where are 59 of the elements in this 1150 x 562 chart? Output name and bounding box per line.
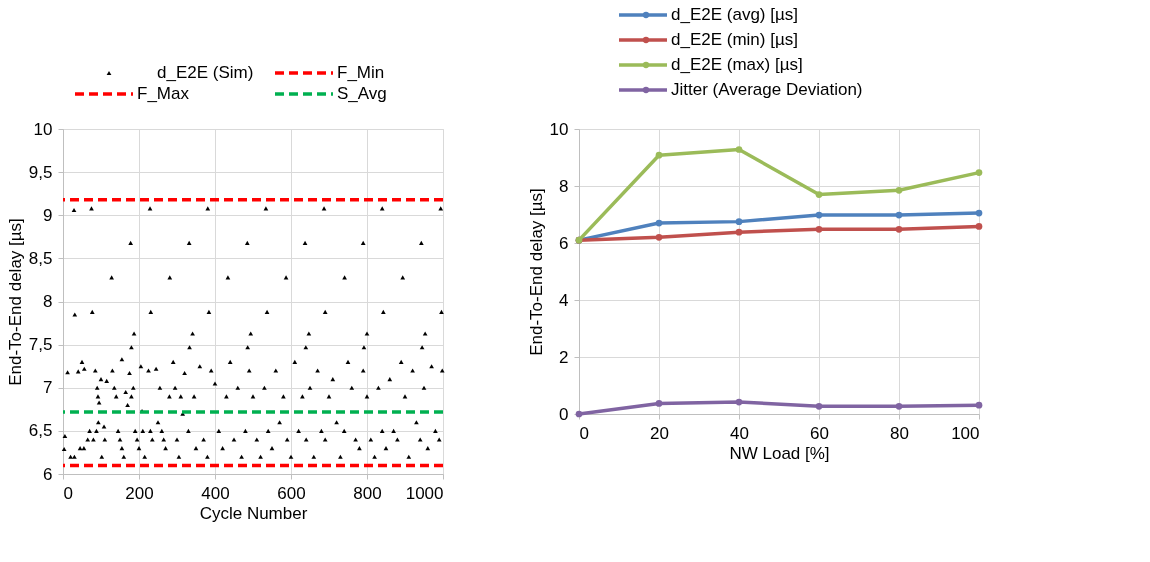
y-tick-label: 2 [559,347,569,367]
point [975,209,983,217]
y-tick-label: 4 [559,290,569,310]
y-tick-label: 9,5 [28,162,53,182]
legend-label: d_E2E (max) [µs] [671,55,803,74]
point [815,211,823,219]
x-axis-title: Cycle Number [199,503,308,523]
point [975,223,983,230]
point [735,218,743,225]
x-tick-label: 100 [951,423,980,443]
y-tick-label: 9 [43,205,53,225]
x-axis-title: NW Load [%] [729,443,830,463]
y-tick-label: 6,5 [28,421,53,441]
x-tick-label: 80 [890,423,909,443]
point [655,233,663,241]
y-tick-label: 8 [43,292,53,311]
x-tick-label: 20 [650,423,669,443]
y-tick-label: 6 [43,464,53,484]
legend-label: d_E2E (avg) [µs] [671,5,798,24]
x-tick-label: 0 [579,423,589,443]
y-tick-label: 10 [549,119,569,139]
point [735,228,743,236]
x-tick-label: 0 [63,483,73,503]
y-tick-label: 10 [33,119,53,139]
point [975,401,983,409]
point [895,211,903,219]
x-tick-label: 60 [810,423,829,443]
y-axis-title: End-To-End delay [µs] [5,218,25,386]
legend-label: F_Min [337,63,385,82]
x-tick-label: 200 [125,483,154,503]
point [815,225,823,233]
point [655,219,663,227]
y-tick-label: 6 [559,233,569,253]
point [815,191,823,198]
y-tick-label: 8,5 [28,248,53,268]
x-tick-label: 400 [201,483,230,503]
y-tick-label: 7,5 [28,335,53,355]
point [975,169,983,176]
point [655,400,663,407]
y-tick-label: 0 [559,404,569,424]
point [895,402,903,410]
x-tick-label: 40 [730,423,749,443]
point [815,402,823,410]
x-tick-label: 600 [277,483,306,503]
point [655,151,663,159]
point [895,186,903,194]
legend-label: S_Avg [337,84,387,103]
point [895,225,903,233]
legend-label: F_Max [137,84,190,103]
x-tick-label: 800 [353,483,382,503]
y-tick-label: 7 [43,378,53,398]
y-axis-title: End-To-End delay [µs] [526,188,546,356]
legend-label: d_E2E (min) [µs] [671,30,798,49]
point [735,398,743,406]
text: d_E2E (Sim) [157,63,254,82]
x-tick-label: 1000 [405,483,444,503]
point [735,146,743,153]
legend-label: Jitter (Average Deviation) [671,80,863,99]
y-tick-label: 8 [559,176,569,196]
